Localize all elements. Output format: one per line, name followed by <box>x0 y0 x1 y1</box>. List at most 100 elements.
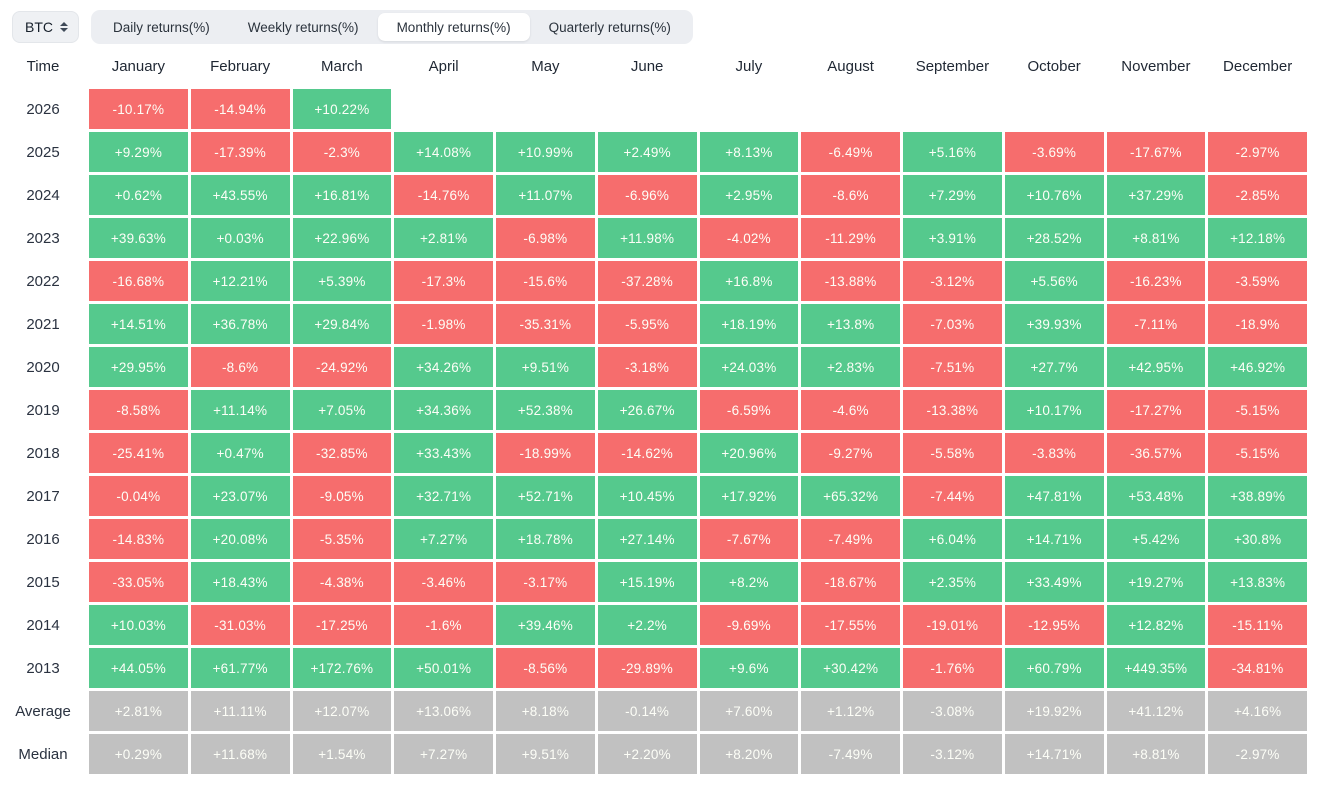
return-cell: +12.21% <box>190 261 290 301</box>
return-cell: +4.16% <box>1208 691 1307 731</box>
column-header-time: Time <box>26 57 60 75</box>
return-cell: +53.48% <box>1106 476 1206 516</box>
return-cell: +29.95% <box>89 347 188 387</box>
return-cell: -13.38% <box>903 390 1002 430</box>
row-label: 2021 <box>26 315 60 333</box>
return-cell: +39.93% <box>1004 304 1104 344</box>
column-header-september: September <box>915 57 990 75</box>
return-cell: +1.12% <box>801 691 900 731</box>
column-header-july: July <box>735 57 763 75</box>
row-label: Median <box>18 745 68 763</box>
return-cell: +39.46% <box>496 605 595 645</box>
column-header-october: October <box>1027 57 1081 75</box>
return-cell: -14.83% <box>89 519 188 559</box>
updown-chevron-icon <box>60 22 68 32</box>
tab-weekly-returns[interactable]: Weekly returns(%) <box>229 13 378 41</box>
return-cell: +0.47% <box>190 433 290 473</box>
return-cell: -25.41% <box>89 433 188 473</box>
return-cell: +0.29% <box>89 734 188 774</box>
return-cell: -15.11% <box>1208 605 1307 645</box>
return-cell: +16.81% <box>292 175 392 215</box>
table-row-2023: 2023 +39.63% +0.03% +22.96% +2.81% -6.98% +11.… <box>0 218 1307 258</box>
return-cell: -18.67% <box>801 562 900 602</box>
return-cell: +7.29% <box>903 175 1002 215</box>
return-cell: +15.19% <box>597 562 697 602</box>
row-label: 2017 <box>26 487 60 505</box>
return-cell: -17.55% <box>801 605 900 645</box>
return-cell: -31.03% <box>190 605 290 645</box>
return-cell: +5.39% <box>292 261 392 301</box>
return-cell: -10.17% <box>89 89 188 129</box>
return-cell: +0.62% <box>89 175 188 215</box>
symbol-selector[interactable]: BTC <box>12 11 79 43</box>
return-cell: +7.60% <box>699 691 799 731</box>
return-cell: +7.27% <box>394 734 493 774</box>
return-cell: -0.14% <box>597 691 697 731</box>
return-cell: -5.95% <box>597 304 697 344</box>
return-cell: +2.20% <box>597 734 697 774</box>
return-cell: -1.76% <box>903 648 1002 688</box>
tab-quarterly-returns[interactable]: Quarterly returns(%) <box>530 13 690 41</box>
return-cell: +8.13% <box>699 132 799 172</box>
return-cell: -0.04% <box>89 476 188 516</box>
empty-cell <box>1107 89 1206 129</box>
return-cell: -15.6% <box>496 261 595 301</box>
return-cell: +5.42% <box>1106 519 1206 559</box>
return-cell: -6.59% <box>699 390 799 430</box>
return-cell: -3.69% <box>1004 132 1104 172</box>
row-label: 2024 <box>26 186 60 204</box>
return-cell: +12.07% <box>292 691 392 731</box>
return-cell: -7.49% <box>801 519 900 559</box>
return-cell: +29.84% <box>292 304 392 344</box>
return-cell: +14.08% <box>394 132 493 172</box>
return-cell: -8.58% <box>89 390 188 430</box>
column-header-january: January <box>111 57 166 75</box>
return-cell: -2.97% <box>1208 734 1307 774</box>
return-cell: +172.76% <box>292 648 392 688</box>
return-cell: -18.9% <box>1208 304 1307 344</box>
return-cell: +9.29% <box>89 132 188 172</box>
return-cell: -36.57% <box>1106 433 1206 473</box>
return-cell: +26.67% <box>597 390 697 430</box>
return-cell: +449.35% <box>1106 648 1206 688</box>
return-cell: -3.12% <box>903 261 1002 301</box>
tab-daily-returns[interactable]: Daily returns(%) <box>94 13 229 41</box>
return-cell: +18.78% <box>496 519 595 559</box>
return-cell: +14.71% <box>1004 734 1104 774</box>
row-label: 2019 <box>26 401 60 419</box>
return-cell: -9.69% <box>699 605 799 645</box>
return-cell: -8.6% <box>190 347 290 387</box>
return-cell: +9.51% <box>496 347 595 387</box>
return-cell: +8.81% <box>1106 734 1206 774</box>
return-cell: -14.94% <box>190 89 290 129</box>
return-cell: -3.83% <box>1004 433 1104 473</box>
return-cell: -7.67% <box>699 519 799 559</box>
table-row-2013: 2013 +44.05% +61.77% +172.76% +50.01% -8.56% -… <box>0 648 1307 688</box>
table-row-2017: 2017 -0.04% +23.07% -9.05% +32.71% +52.71% +10… <box>0 476 1307 516</box>
return-cell: +30.8% <box>1208 519 1307 559</box>
return-cell: +12.18% <box>1208 218 1307 258</box>
return-cell: -37.28% <box>597 261 697 301</box>
return-cell: +38.89% <box>1208 476 1307 516</box>
return-cell: +50.01% <box>394 648 493 688</box>
return-cell: -3.18% <box>597 347 697 387</box>
column-header-november: November <box>1121 57 1191 75</box>
return-cell: -2.85% <box>1208 175 1307 215</box>
return-cell: +22.96% <box>292 218 392 258</box>
return-cell: -1.98% <box>394 304 493 344</box>
return-cell: -4.6% <box>801 390 900 430</box>
column-header-december: December <box>1223 57 1293 75</box>
return-cell: +0.03% <box>190 218 290 258</box>
return-cell: -18.99% <box>496 433 595 473</box>
column-header-august: August <box>827 57 874 75</box>
return-cell: +32.71% <box>394 476 493 516</box>
return-cell: +10.76% <box>1004 175 1104 215</box>
return-cell: -9.27% <box>801 433 900 473</box>
return-cell: -17.3% <box>394 261 493 301</box>
return-cell: +27.14% <box>597 519 697 559</box>
return-cell: +10.17% <box>1004 390 1104 430</box>
return-cell: +41.12% <box>1106 691 1206 731</box>
return-cell: -16.23% <box>1106 261 1206 301</box>
tab-monthly-returns[interactable]: Monthly returns(%) <box>377 13 530 41</box>
table-body: 2026 -10.17% -14.94% +10.22% 2025 +9.29% -17.3… <box>0 89 1307 774</box>
